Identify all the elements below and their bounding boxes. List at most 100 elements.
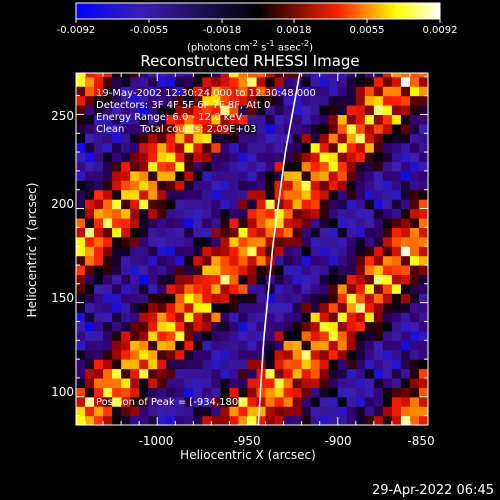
heatmap-cell (184, 189, 194, 200)
heatmap-cell (247, 189, 258, 200)
heatmap-cell (202, 170, 212, 181)
heatmap-cell (229, 415, 240, 425)
heatmap-cell (310, 142, 321, 153)
heatmap-cell (355, 312, 366, 323)
heatmap-cell (283, 199, 294, 210)
heatmap-cell (112, 217, 122, 228)
heatmap-cell (418, 274, 428, 285)
heatmap-cell (130, 302, 140, 313)
heatmap-cell (301, 368, 312, 379)
heatmap-cell (391, 359, 402, 370)
heatmap-cell (202, 208, 212, 219)
heatmap-cell (148, 227, 158, 238)
heatmap-cell (220, 152, 231, 163)
heatmap-cell (346, 227, 357, 238)
heatmap-cell (319, 255, 330, 266)
heatmap-cell (229, 312, 240, 323)
heatmap-cell (265, 255, 276, 266)
heatmap-cell (265, 227, 276, 238)
heatmap-cell (139, 114, 149, 125)
heatmap-cell (238, 274, 249, 285)
heatmap-cell (193, 105, 203, 116)
heatmap-cell (409, 255, 420, 266)
heatmap-cell (229, 114, 240, 125)
heatmap-cell (175, 114, 185, 125)
heatmap-cell (310, 396, 321, 407)
heatmap-cell (418, 236, 428, 247)
heatmap-cell (202, 246, 212, 257)
heatmap-cell (166, 180, 176, 191)
heatmap-cell (94, 406, 104, 417)
heatmap-cell (166, 293, 176, 304)
heatmap-cell (337, 180, 348, 191)
heatmap-cell (337, 302, 348, 313)
heatmap-cell (121, 321, 131, 332)
heatmap-cell (139, 340, 149, 351)
heatmap-cell (130, 349, 140, 360)
heatmap-cell (175, 133, 185, 144)
heatmap-cell (319, 396, 330, 407)
heatmap-cell (256, 161, 267, 172)
heatmap-cell (112, 377, 122, 388)
heatmap-cell (238, 265, 249, 276)
heatmap-cell (220, 208, 231, 219)
heatmap-cell (121, 349, 131, 360)
heatmap-cell (103, 105, 113, 116)
heatmap-cell (148, 377, 158, 388)
heatmap-cell (337, 114, 348, 125)
heatmap-cell (391, 199, 402, 210)
heatmap-cell (220, 359, 231, 370)
heatmap-cell (103, 76, 113, 87)
heatmap-cell (400, 227, 411, 238)
heatmap-cell (130, 227, 140, 238)
heatmap-cell (139, 152, 149, 163)
heatmap-cell (274, 396, 285, 407)
heatmap-cell (310, 265, 321, 276)
heatmap-cell (400, 377, 411, 388)
heatmap-cell (175, 415, 185, 425)
heatmap-cell (310, 340, 321, 351)
heatmap-cell (337, 161, 348, 172)
heatmap-cell (328, 180, 339, 191)
heatmap-cell (418, 133, 428, 144)
heatmap-cell (364, 349, 375, 360)
heatmap-cell (85, 387, 95, 398)
heatmap-cell (283, 227, 294, 238)
heatmap-cell (274, 152, 285, 163)
heatmap-cell (337, 208, 348, 219)
heatmap-cell (166, 114, 176, 125)
heatmap-cell (256, 199, 267, 210)
heatmap-cell (373, 95, 384, 106)
heatmap-cell (85, 114, 95, 125)
heatmap-cell (355, 293, 366, 304)
heatmap-cell (382, 73, 393, 78)
heatmap-cell (328, 208, 339, 219)
heatmap-cell (229, 105, 240, 116)
heatmap-cell (382, 246, 393, 257)
heatmap-cell (148, 76, 158, 87)
heatmap-cell (283, 255, 294, 266)
heatmap-cell (166, 321, 176, 332)
heatmap-cell (310, 283, 321, 294)
heatmap-cell (373, 236, 384, 247)
heatmap-cell (337, 274, 348, 285)
heatmap-cell (283, 321, 294, 332)
heatmap-cell (346, 387, 357, 398)
heatmap-cell (265, 133, 276, 144)
heatmap-cell (337, 123, 348, 134)
heatmap-cell (292, 415, 303, 425)
heatmap-cell (139, 73, 149, 78)
heatmap-cell (76, 76, 86, 87)
heatmap-cell (229, 321, 240, 332)
heatmap-cell (229, 283, 240, 294)
heatmap-cell (202, 293, 212, 304)
heatmap-cell (76, 330, 86, 341)
heatmap-cell (184, 161, 194, 172)
heatmap-cell (112, 180, 122, 191)
heatmap-cell (175, 227, 185, 238)
heatmap-cell (121, 142, 131, 153)
heatmap-cell (193, 170, 203, 181)
heatmap-cell (121, 274, 131, 285)
heatmap-cell (418, 406, 428, 417)
heatmap-cell (184, 349, 194, 360)
